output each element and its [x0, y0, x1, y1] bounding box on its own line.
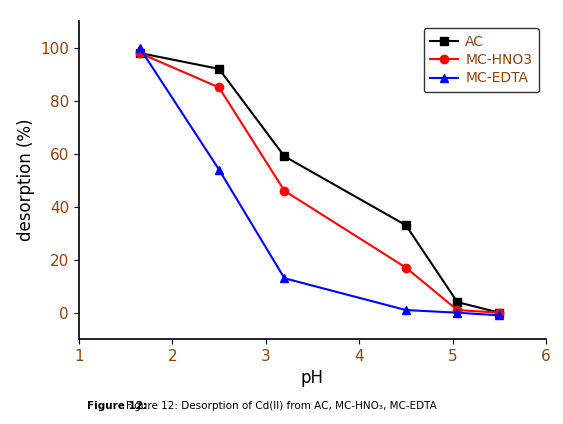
Line: MC-HNO3: MC-HNO3 [135, 49, 503, 317]
AC [403, 223, 409, 228]
MC-EDTA [454, 310, 461, 315]
Line: AC: AC [135, 49, 503, 317]
MC-EDTA [136, 45, 143, 50]
X-axis label: pH: pH [301, 369, 324, 388]
AC [216, 67, 222, 72]
Legend: AC, MC-HNO3, MC-EDTA: AC, MC-HNO3, MC-EDTA [423, 28, 539, 92]
AC [496, 310, 503, 315]
Text: Figure 12:: Figure 12: [87, 401, 148, 411]
MC-HNO3 [403, 265, 409, 270]
MC-HNO3 [281, 188, 288, 193]
MC-HNO3 [216, 85, 222, 90]
AC [281, 154, 288, 159]
AC [136, 50, 143, 56]
MC-EDTA [281, 276, 288, 281]
MC-EDTA [496, 313, 503, 318]
AC [454, 299, 461, 304]
Text: Figure 12: Desorption of Cd(II) from AC, MC-HNO₃, MC-EDTA: Figure 12: Desorption of Cd(II) from AC,… [126, 401, 437, 411]
MC-HNO3 [136, 50, 143, 56]
MC-EDTA [403, 307, 409, 312]
Y-axis label: desorption (%): desorption (%) [17, 119, 35, 241]
MC-HNO3 [454, 307, 461, 312]
MC-EDTA [216, 167, 222, 172]
Line: MC-EDTA: MC-EDTA [135, 44, 503, 320]
MC-HNO3 [496, 310, 503, 315]
